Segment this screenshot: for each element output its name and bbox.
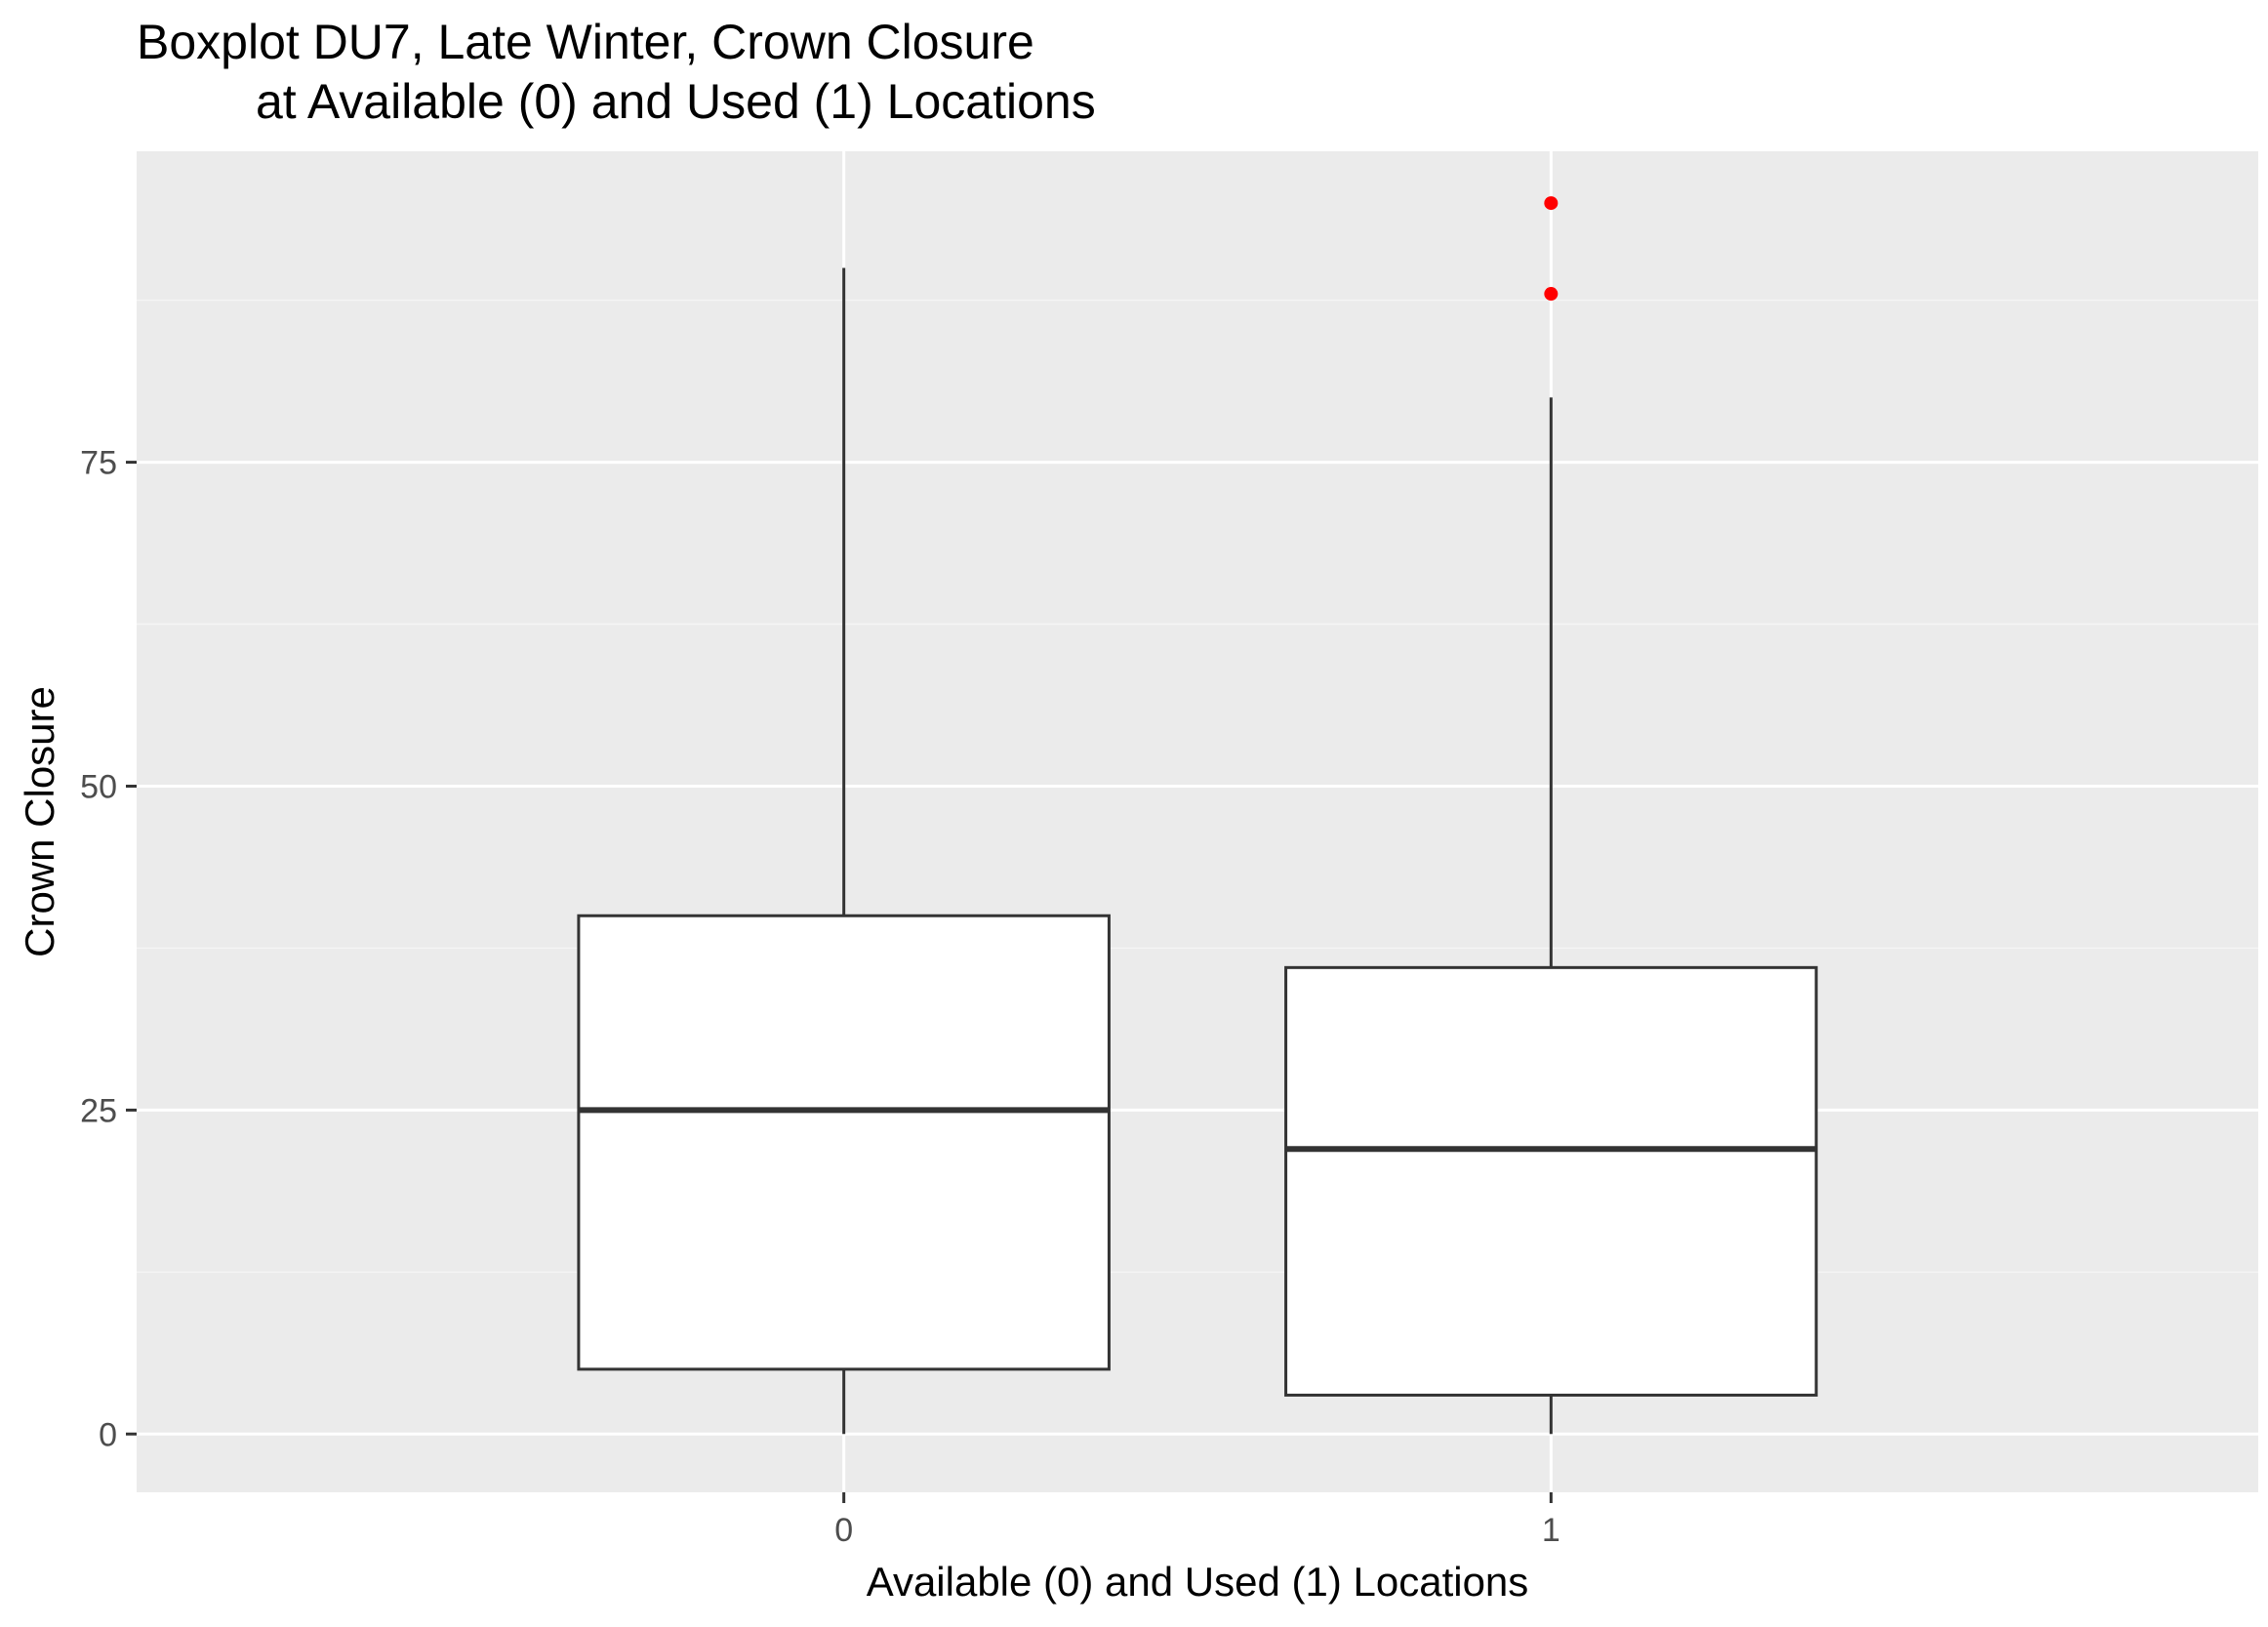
box-group-1 [1284, 196, 1818, 1435]
axes: 0 25 50 75 0 1 [80, 445, 1560, 1549]
plot-panel [137, 151, 2258, 1492]
x-tick-label: 0 [834, 1512, 853, 1549]
box-iqr [1284, 965, 1818, 1397]
outlier-point [1544, 287, 1559, 302]
chart-title-line-2: at Available (0) and Used (1) Locations [256, 74, 1096, 129]
box-iqr [577, 914, 1111, 1371]
x-axis-title: Available (0) and Used (1) Locations [867, 1559, 1529, 1605]
box-group-0 [577, 267, 1111, 1435]
y-tick-label: 50 [80, 768, 117, 805]
y-tick-label: 75 [80, 445, 117, 482]
y-tick-label: 0 [99, 1416, 117, 1453]
x-tick-label: 1 [1542, 1512, 1560, 1549]
chart-title-line-1: Boxplot DU7, Late Winter, Crown Closure [137, 15, 1034, 69]
box-series [577, 196, 1818, 1435]
outlier-point [1544, 196, 1559, 211]
y-tick-label: 25 [80, 1092, 117, 1129]
y-axis-title: Crown Closure [17, 686, 62, 957]
